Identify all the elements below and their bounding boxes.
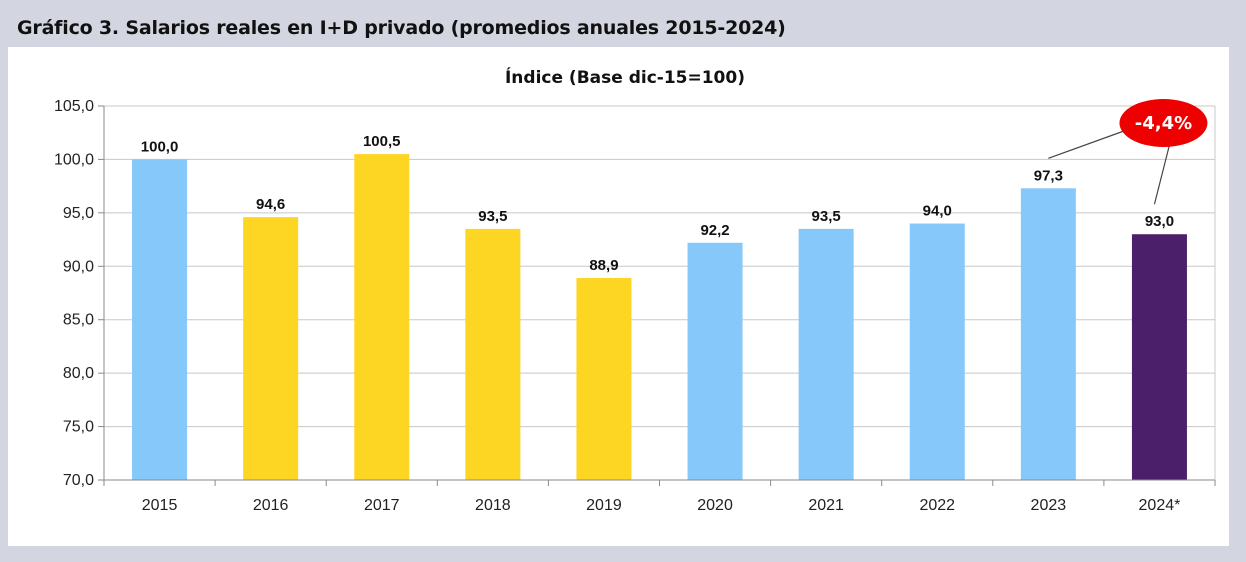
bar	[798, 228, 854, 480]
bar	[243, 217, 299, 481]
x-tick-label: 2023	[1031, 497, 1067, 514]
bar-value-label: 92,2	[700, 222, 729, 239]
bar-value-label: 93,5	[478, 208, 507, 225]
x-tick-label: 2019	[586, 497, 622, 514]
y-tick-label: 85,0	[63, 312, 94, 329]
bar-value-label: 88,9	[589, 257, 618, 274]
x-tick-label: 2017	[364, 497, 400, 514]
figure-title: Gráfico 3. Salarios reales en I+D privad…	[17, 17, 786, 39]
bar-chart: Índice (Base dic-15=100) 100,0 94,6 100,5 9…	[54, 66, 1216, 514]
annotation-leader-right	[1153, 144, 1171, 205]
bar	[465, 228, 521, 480]
bar	[909, 223, 965, 481]
bar	[576, 278, 632, 480]
bar	[1020, 188, 1076, 480]
annotation-ellipse	[1119, 99, 1208, 147]
x-tick-label: 2020	[697, 497, 733, 514]
axes: 70,0 75,0 80,0 85,0 90,0 95,0 100,0 105,0 2015 20…	[54, 98, 1216, 514]
x-tick-label: 2018	[475, 497, 511, 514]
annotation: -4,4%	[1048, 99, 1208, 205]
y-tick-label: 75,0	[63, 419, 94, 436]
bar-value-label: 97,3	[1034, 167, 1063, 184]
bar-value-label: 94,6	[256, 196, 285, 213]
bar	[1131, 234, 1187, 480]
x-tick-label: 2022	[919, 497, 955, 514]
bar-value-label: 94,0	[923, 203, 952, 220]
chart-panel: Índice (Base dic-15=100) 100,0 94,6 100,5 9…	[8, 47, 1229, 546]
bars: 100,0 94,6 100,5 93,5 88,9 92,2 93,5 94,0 97,3 93…	[132, 133, 1187, 481]
chart-subtitle: Índice (Base dic-15=100)	[505, 66, 745, 88]
bar-value-label: 100,0	[141, 138, 179, 155]
bar	[687, 242, 743, 480]
x-tick-label: 2015	[142, 497, 178, 514]
bar-value-label: 93,0	[1145, 213, 1174, 230]
bar-value-label: 93,5	[812, 208, 841, 225]
x-tick-label: 2024*	[1139, 497, 1181, 514]
x-tick-label: 2016	[253, 497, 289, 514]
y-tick-label: 80,0	[63, 365, 94, 382]
bar	[354, 154, 410, 480]
y-tick-label: 100,0	[54, 151, 94, 168]
annotation-label: -4,4%	[1135, 113, 1192, 134]
y-tick-label: 90,0	[63, 258, 94, 275]
bar	[132, 159, 188, 480]
y-tick-label: 95,0	[63, 205, 94, 222]
y-tick-label: 70,0	[63, 472, 94, 489]
x-tick-label: 2021	[808, 497, 844, 514]
bar-value-label: 100,5	[363, 133, 401, 150]
y-tick-label: 105,0	[54, 98, 94, 115]
annotation-leader-left	[1048, 128, 1130, 159]
